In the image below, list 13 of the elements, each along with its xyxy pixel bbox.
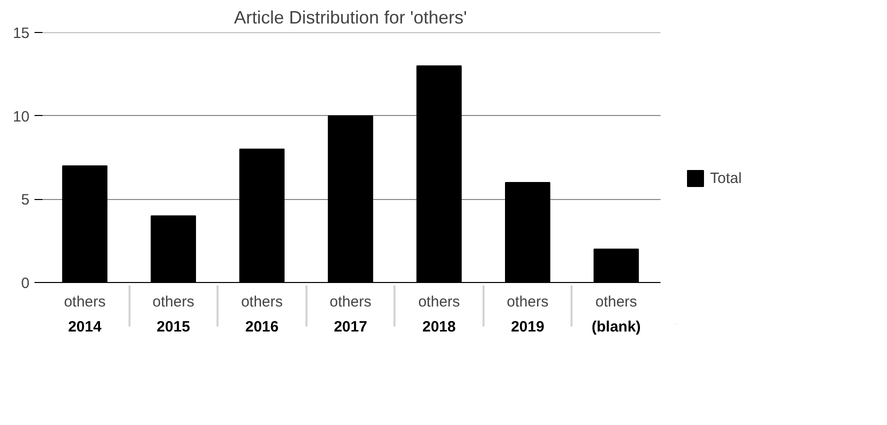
category-label: others 2018 (418, 294, 460, 336)
category-label: others (blank) (592, 294, 641, 336)
chart-title: Article Distribution for 'others' (234, 8, 467, 28)
legend-label: Total (710, 170, 742, 186)
category-label: others 2017 (330, 294, 372, 336)
y-tick-label: 5 (21, 192, 30, 209)
y-tick-label: 10 (12, 108, 30, 126)
category-label: others 2014 (64, 294, 106, 336)
y-tick-label: 15 (12, 25, 30, 42)
category-label: others 2015 (152, 294, 194, 336)
category-label: others 2016 (241, 294, 283, 336)
category-label: others 2019 (506, 294, 548, 336)
y-tick-label: 0 (21, 275, 30, 292)
